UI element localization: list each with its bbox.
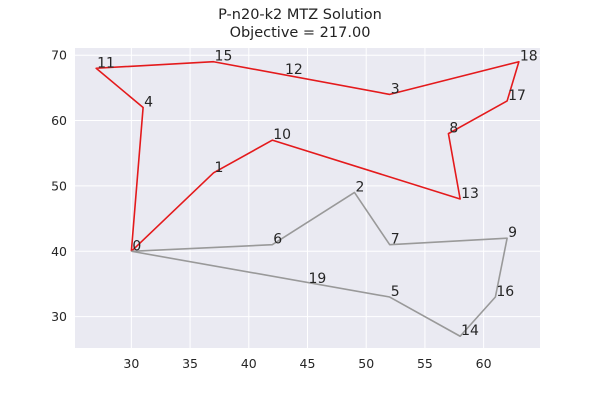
route-line-1	[95, 60, 520, 252]
y-tick-label: 50	[51, 178, 67, 193]
node-label: 9	[508, 225, 517, 241]
node-label: 0	[132, 238, 141, 254]
y-tick-label: 40	[51, 244, 67, 259]
routes	[95, 60, 520, 338]
x-tick-label: 30	[123, 356, 139, 371]
y-tick-label: 30	[51, 309, 67, 324]
x-tick-label: 35	[182, 356, 198, 371]
x-tick-label: 50	[358, 356, 374, 371]
chart-title: P-n20-k2 MTZ Solution	[218, 7, 382, 23]
chart-subtitle: Objective = 217.00	[229, 25, 371, 41]
node-label: 18	[520, 49, 538, 65]
node-label: 14	[461, 323, 479, 339]
node-label: 7	[391, 232, 400, 248]
x-axis: 30 35 40 45 50 55 60	[123, 356, 491, 371]
x-tick-label: 40	[241, 356, 257, 371]
grid-lines	[75, 48, 540, 348]
x-tick-label: 45	[300, 356, 316, 371]
y-tick-label: 70	[51, 48, 67, 63]
y-axis: 30 40 50 60 70	[51, 48, 67, 324]
node-label: 5	[391, 284, 400, 300]
node-label: 6	[273, 232, 282, 248]
x-tick-label: 55	[417, 356, 433, 371]
node-label: 3	[391, 81, 400, 97]
node-label: 11	[97, 55, 115, 71]
node-label: 2	[355, 179, 364, 195]
node-label: 17	[508, 88, 526, 104]
node-label: 1	[215, 160, 224, 176]
node-label: 19	[309, 271, 327, 287]
node-label: 12	[285, 62, 303, 78]
node-label: 13	[461, 186, 479, 202]
node-label: 10	[273, 127, 291, 143]
node-label: 16	[496, 284, 514, 300]
y-tick-label: 60	[51, 113, 67, 128]
route-line-2	[131, 191, 508, 338]
node-label: 8	[449, 121, 458, 137]
node-label: 4	[144, 94, 153, 110]
x-tick-label: 60	[476, 356, 492, 371]
node-label: 15	[215, 49, 233, 65]
